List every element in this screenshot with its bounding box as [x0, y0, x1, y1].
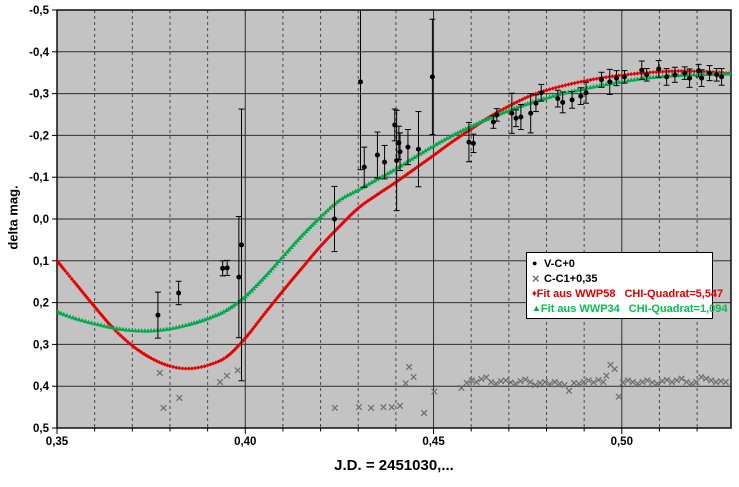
legend-item-label: Fit aus WWP34: [540, 302, 620, 315]
svg-text:0,2: 0,2: [33, 298, 49, 310]
legend: ● V-C+0 × C-C1+0,35 ♦ Fit aus WWP58 CHI-…: [526, 252, 728, 319]
circle-marker-icon: ●: [532, 258, 538, 268]
legend-item-label: Fit aus WWP58: [536, 287, 616, 300]
svg-text:0,4: 0,4: [33, 381, 50, 393]
y-tick-labels: -0,5 -0,4 -0,3 -0,2 -0,1 0,0 0,1 0,2 0,3 0,4 0,5: [29, 5, 49, 435]
svg-text:0,1: 0,1: [33, 256, 50, 268]
svg-text:0,45: 0,45: [422, 436, 445, 448]
legend-item-label: C-C1+0,35: [544, 272, 598, 285]
svg-text:0,0: 0,0: [33, 214, 49, 226]
svg-text:-0,5: -0,5: [29, 5, 49, 17]
diamond-marker-icon: ♦: [532, 288, 537, 298]
legend-item-chi: CHI-Quadrat=5,547: [624, 287, 724, 300]
legend-item-wwp58: ♦ Fit aus WWP58 CHI-Quadrat=5,547: [532, 286, 723, 301]
fit-wwp34-curve: [57, 71, 731, 333]
y-axis-title: delta mag.: [5, 185, 21, 250]
svg-text:0,3: 0,3: [33, 339, 49, 351]
series-c-c1: [156, 361, 729, 417]
x-axis-title: J.D. = 2451030,...: [334, 457, 454, 474]
svg-text:0,50: 0,50: [611, 436, 633, 448]
svg-text:0,40: 0,40: [234, 436, 256, 448]
svg-text:-0,1: -0,1: [29, 172, 49, 184]
legend-item-chi: CHI-Quadrat=1,094: [628, 302, 728, 315]
legend-item-label: V-C+0: [544, 257, 575, 270]
axis-ticks: [52, 9, 698, 434]
legend-item-cc1: × C-C1+0,35: [532, 271, 708, 286]
legend-item-vc: ● V-C+0: [532, 256, 708, 271]
legend-item-wwp34: ▲ Fit aus WWP34 CHI-Quadrat=1,094: [532, 301, 728, 316]
svg-text:-0,2: -0,2: [29, 130, 49, 142]
svg-text:-0,4: -0,4: [29, 47, 49, 59]
series-v-c: [155, 66, 725, 318]
x-marker-icon: ×: [532, 271, 540, 286]
svg-text:0,5: 0,5: [33, 423, 50, 435]
x-tick-labels: 0,35 0,40 0,45 0,50: [46, 436, 633, 448]
svg-text:-0,3: -0,3: [29, 89, 49, 101]
triangle-marker-icon: ▲: [532, 303, 541, 313]
svg-text:0,35: 0,35: [46, 436, 69, 448]
